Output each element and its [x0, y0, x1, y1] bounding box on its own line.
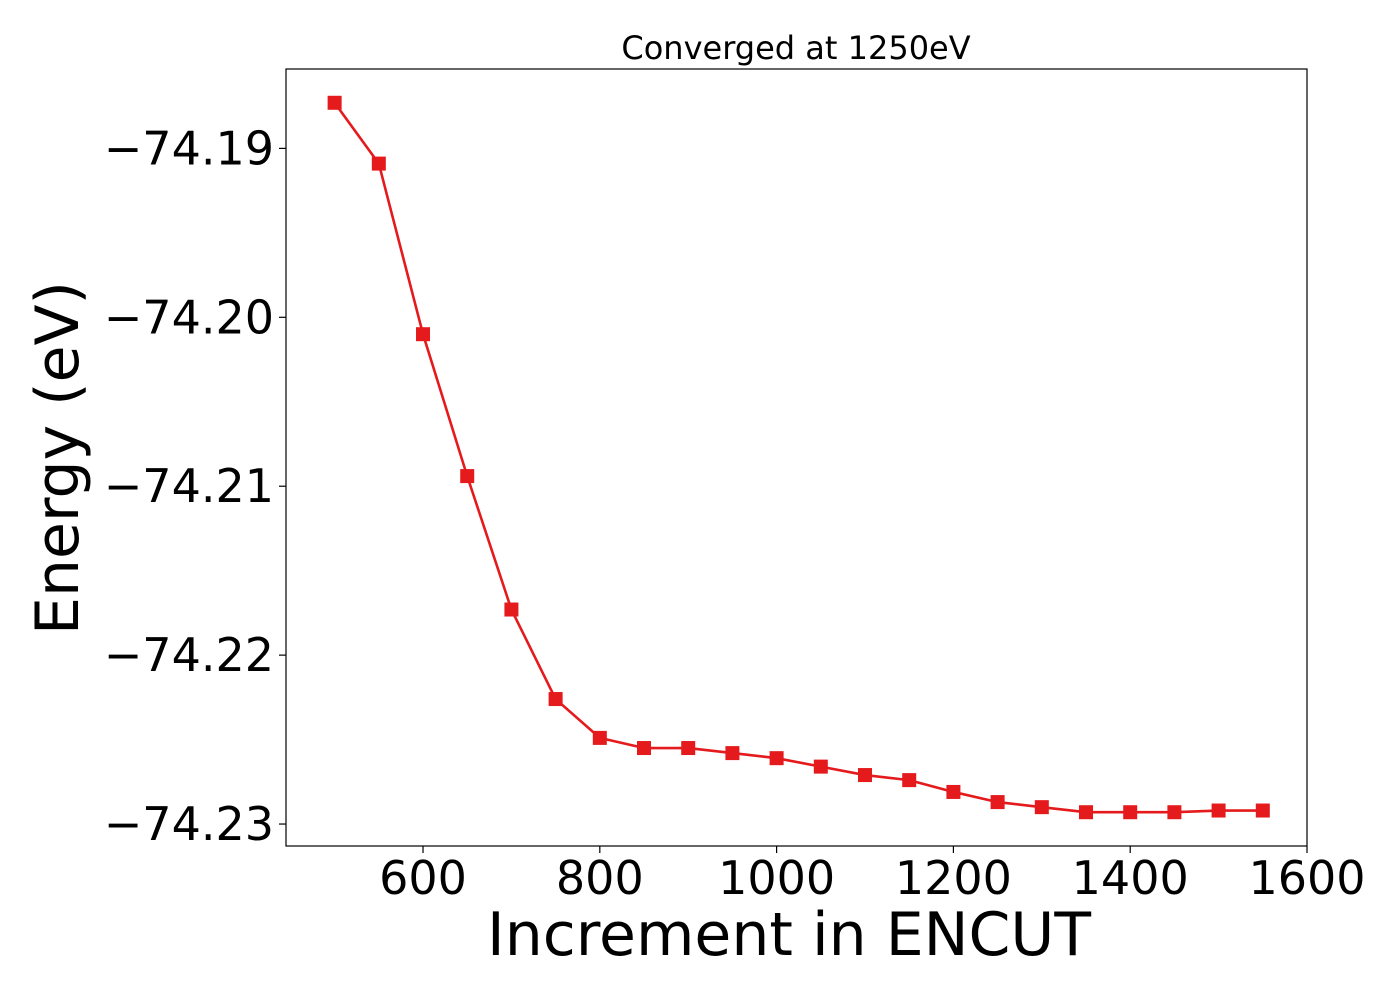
data-point-marker — [1211, 803, 1226, 818]
plot-area-frame — [285, 68, 1308, 847]
data-point-marker — [416, 327, 431, 342]
data-point-marker — [504, 602, 519, 617]
data-point-marker — [548, 692, 563, 707]
x-tick-label: 1400 — [1072, 851, 1189, 905]
x-tick-label: 600 — [379, 851, 467, 905]
y-tick-label: −74.21 — [104, 459, 274, 513]
x-tick-label: 800 — [556, 851, 644, 905]
x-tick-label: 1200 — [895, 851, 1012, 905]
data-point-marker — [637, 741, 652, 756]
data-point-marker — [327, 95, 342, 110]
x-tick-label: 1000 — [718, 851, 835, 905]
data-point-marker — [858, 768, 873, 783]
y-axis-label: Energy (eV) — [23, 281, 93, 635]
data-point-marker — [1167, 805, 1182, 820]
data-point-marker — [1255, 803, 1270, 818]
series-layer — [327, 95, 1270, 820]
x-axis-ticks: 600 800 1000 1200 1400 1600 — [379, 846, 1366, 905]
data-point-marker — [1079, 805, 1094, 820]
y-tick-label: −74.20 — [104, 290, 274, 344]
data-point-marker — [460, 469, 475, 484]
data-point-marker — [681, 741, 696, 756]
y-tick-label: −74.19 — [104, 121, 274, 175]
y-axis-ticks: −74.19 −74.20 −74.21 −74.22 −74.23 — [104, 121, 286, 851]
x-tick-label: 1600 — [1248, 851, 1365, 905]
data-point-marker — [1034, 800, 1049, 815]
data-point-marker — [946, 784, 961, 799]
data-point-marker — [592, 730, 607, 745]
data-point-marker — [902, 773, 917, 788]
x-axis-label: Increment in ENCUT — [487, 900, 1091, 970]
series-line — [333, 102, 1263, 814]
data-point-marker — [725, 746, 740, 761]
data-point-marker — [371, 156, 386, 171]
chart-title: Converged at 1250eV — [621, 29, 970, 67]
data-point-marker — [813, 759, 828, 774]
data-point-marker — [1123, 805, 1138, 820]
y-tick-label: −74.22 — [104, 628, 274, 682]
data-point-marker — [990, 795, 1005, 810]
y-tick-label: −74.23 — [104, 797, 274, 851]
data-point-marker — [769, 751, 784, 766]
